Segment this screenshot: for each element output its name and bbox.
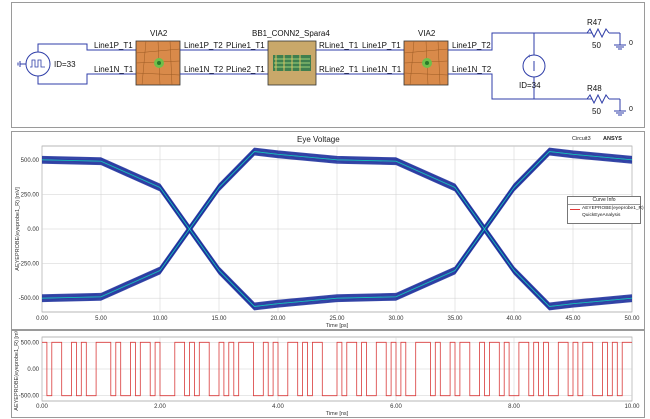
x-tick-label: 35.00 [447,316,463,322]
y-tick-label: -500.00 [19,394,40,400]
ground-label: 0 [629,106,633,113]
eye-trace [41,147,633,304]
ansys-logo: ANSYS [603,136,622,142]
legend-series-name: AEYEPROBE(eyeprobe1_R) [582,206,644,211]
y-tick-label: -250.00 [19,262,40,268]
x-tick-label: 0.00 [36,316,48,322]
x-axis-label: Time [ns] [326,411,349,417]
schematic-wires: + [17,27,626,116]
via2-pin-in-p: Line1P_T1 [362,41,401,50]
x-tick-label: 6.00 [390,404,402,410]
x-tick-label: 4.00 [272,404,284,410]
eye-trace-center [41,151,633,307]
via2-pin-out-n: Line1N_T2 [452,65,492,74]
y-axis-label: AEYEPROBE(eyeprobe1_R) [mV] [14,331,20,411]
x-tick-label: 30.00 [388,316,404,322]
x-tick-label: 45.00 [565,316,581,322]
eye-trace-center [41,151,633,307]
r48-value: 50 [592,107,601,116]
conn-pin-out-n: RLine2_T1 [319,65,359,74]
y-tick-label: 0.00 [27,227,39,233]
y-axis-label: AEYEPROBE(eyeprobe1_R) [mV] [15,187,21,271]
x-tick-label: 10.00 [152,316,168,322]
source-right-id: ID=34 [519,81,541,90]
x-tick-label: 15.00 [211,316,227,322]
x-tick-label: 50.00 [624,316,640,322]
via1-pin-in-n: Line1N_T1 [94,65,134,74]
x-tick-label: 10.00 [624,404,640,410]
x-tick-label: 2.00 [154,404,166,410]
via1-block[interactable] [135,40,181,86]
r47-value: 50 [592,41,601,50]
y-tick-label: 250.00 [21,192,40,198]
via1-title: VIA2 [150,29,168,38]
eye-diagram-panel[interactable]: 0.00 5.00 10.00 15.00 20.00 25.00 30.00 35.00 40… [11,131,645,330]
via1-pin-out-p: Line1P_T2 [184,41,223,50]
x-tick-label: 25.00 [329,316,345,322]
y-tick-label: 500.00 [21,158,40,164]
via2-title: VIA2 [418,29,436,38]
via1-pin-in-p: Line1P_T1 [94,41,133,50]
via2-block[interactable] [403,40,449,86]
connector-block[interactable] [267,40,317,86]
legend-title: Curve Info [568,197,640,205]
bit-waveform-trace [42,341,632,397]
x-axis-label: Time [ps] [326,323,349,329]
voltage-source-left[interactable] [17,51,51,77]
ground-label: 0 [629,40,633,47]
y-tick-label: 0.00 [27,367,39,373]
conn-pin-in-n: PLine2_T1 [226,65,265,74]
ground-icon [614,110,626,116]
waveform-panel[interactable]: 0.00 2.00 4.00 6.00 8.00 10.00 500.00 0.00 -500.… [11,330,645,418]
x-tick-label: 40.00 [506,316,522,322]
eye-corner: Circuit3 [572,136,591,142]
source-left-id: ID=33 [54,60,76,69]
via2-pin-out-p: Line1P_T2 [452,41,491,50]
resistor-r48[interactable] [586,93,610,105]
conn-pin-in-p: PLine1_T1 [226,41,265,50]
legend-series-sub: QuickEyeAnalysis [582,213,621,218]
y-tick-label: 500.00 [21,340,40,346]
schematic-panel[interactable]: + ID=33 VIA2 Line1P_T1 Line1N_T1 Line1P_… [11,2,645,128]
via2-pin-in-n: Line1N_T1 [362,65,402,74]
conn-pin-out-p: RLine1_T1 [319,41,359,50]
r47-name: R47 [587,18,602,27]
x-tick-label: 8.00 [508,404,520,410]
x-tick-label: 20.00 [270,316,286,322]
voltage-source-right[interactable]: + [522,54,546,78]
eye-title: Eye Voltage [297,135,340,144]
legend[interactable]: Curve Info AEYEPROBE(eyeprobe1_R) QuickE… [567,196,644,224]
ground-icon [614,44,626,50]
via1-pin-out-n: Line1N_T2 [184,65,224,74]
eye-plot: 0.00 5.00 10.00 15.00 20.00 25.00 30.00 35.00 40… [15,145,640,329]
eye-trace [41,147,633,304]
y-tick-label: -500.00 [19,296,40,302]
x-tick-label: 5.00 [95,316,107,322]
x-tick-label: 0.00 [36,404,48,410]
legend-swatch [570,209,580,210]
waveform-plot: 0.00 2.00 4.00 6.00 8.00 10.00 500.00 0.00 -500.… [14,331,640,417]
svg-text:+: + [528,54,532,60]
r48-name: R48 [587,84,602,93]
resistor-r47[interactable] [586,27,610,39]
conn-title: BB1_CONN2_Spara4 [252,29,330,38]
